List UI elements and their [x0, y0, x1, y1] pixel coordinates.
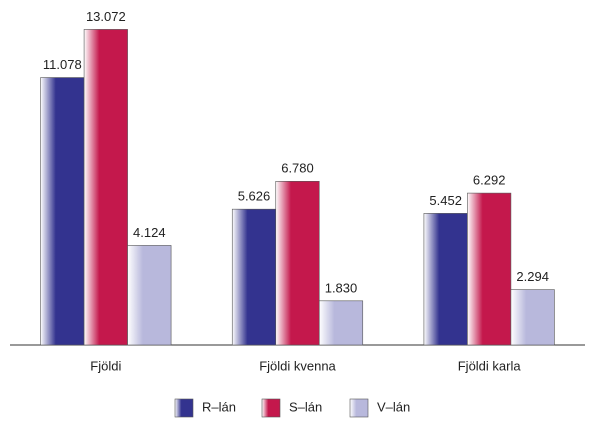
legend-swatch [261, 398, 281, 418]
x-tick-label: Fjöldi kvenna [259, 358, 336, 373]
legend-label: R–lán [202, 399, 236, 414]
value-label: 4.124 [133, 225, 166, 240]
bar [275, 181, 320, 346]
value-label: 11.078 [43, 57, 82, 72]
bar [467, 192, 512, 346]
bar [127, 245, 172, 346]
value-label: 5.452 [429, 193, 462, 208]
value-label: 1.830 [325, 280, 358, 295]
bar [510, 289, 555, 346]
value-label: 13.072 [86, 9, 126, 24]
value-label: 5.626 [238, 189, 271, 204]
value-label: 6.780 [281, 161, 314, 176]
value-label: 2.294 [516, 269, 549, 284]
x-tick-label: Fjöldi [90, 358, 121, 373]
bar [318, 300, 364, 346]
x-tick-label: Fjöldi karla [458, 358, 522, 373]
legend-swatch [349, 398, 369, 418]
legend-swatch [174, 398, 194, 418]
bar [40, 77, 85, 346]
legend-label: V–lán [377, 399, 410, 414]
bar [423, 213, 468, 346]
bar [83, 29, 128, 346]
legend-label: S–lán [289, 399, 322, 414]
value-label: 6.292 [473, 173, 506, 188]
bar [231, 208, 277, 346]
